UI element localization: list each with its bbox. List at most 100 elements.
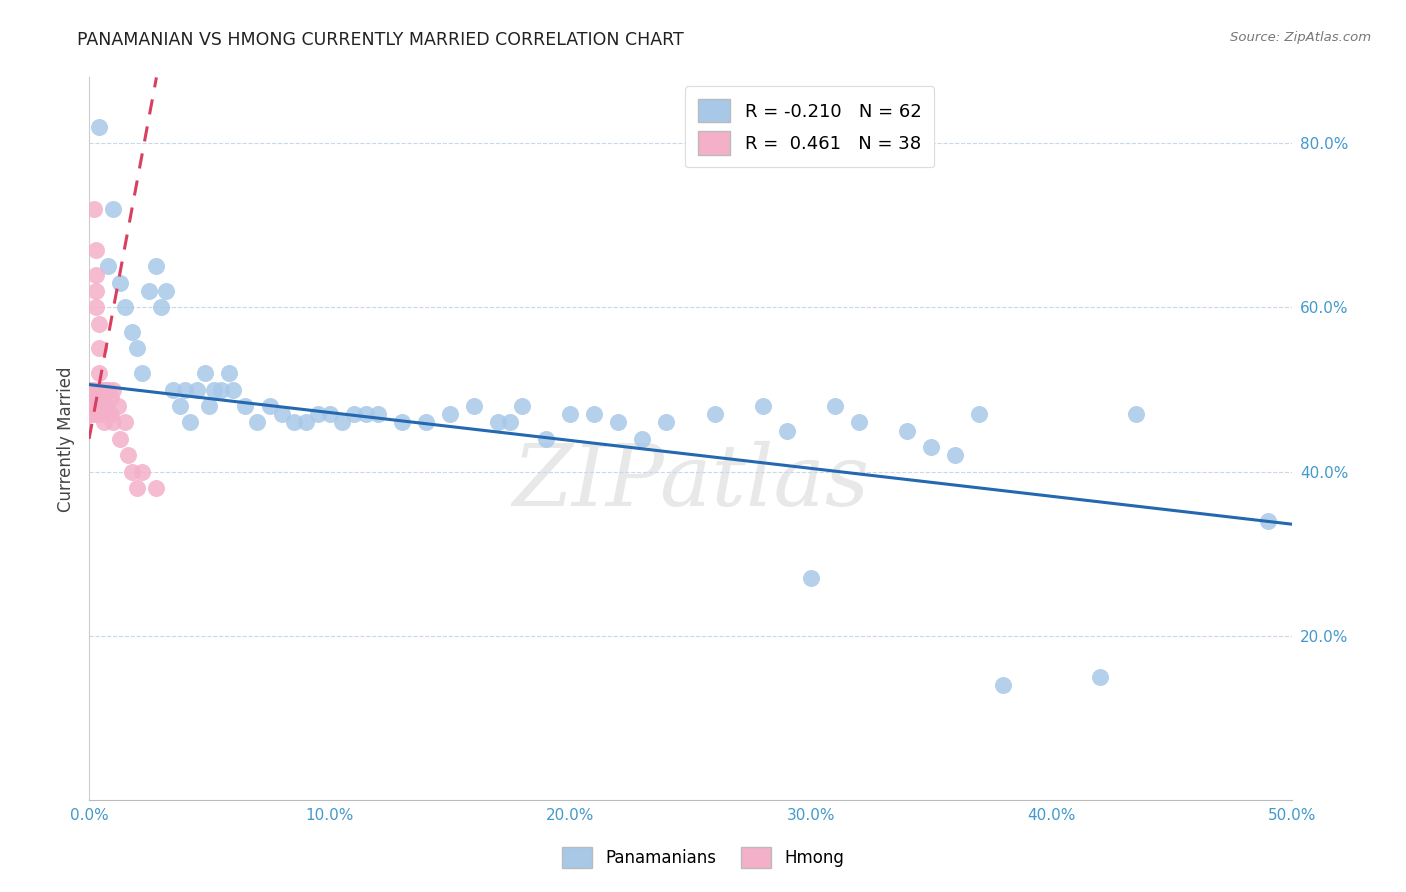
Point xyxy=(110,276,132,290)
Point xyxy=(90,383,112,397)
Point xyxy=(486,416,509,430)
Point xyxy=(101,202,124,216)
Point xyxy=(97,407,120,421)
Point xyxy=(655,416,678,430)
Point xyxy=(131,465,153,479)
Point xyxy=(560,407,582,421)
Legend: R = -0.210   N = 62, R =  0.461   N = 38: R = -0.210 N = 62, R = 0.461 N = 38 xyxy=(685,87,934,167)
Point xyxy=(198,399,221,413)
Point xyxy=(101,383,124,397)
Point xyxy=(583,407,606,421)
Text: PANAMANIAN VS HMONG CURRENTLY MARRIED CORRELATION CHART: PANAMANIAN VS HMONG CURRENTLY MARRIED CO… xyxy=(77,31,685,49)
Point xyxy=(246,416,269,430)
Point xyxy=(343,407,366,421)
Point xyxy=(235,399,257,413)
Point xyxy=(150,301,173,315)
Point xyxy=(87,366,110,380)
Point xyxy=(87,120,110,134)
Point xyxy=(97,383,120,397)
Point xyxy=(80,399,103,413)
Text: Source: ZipAtlas.com: Source: ZipAtlas.com xyxy=(1230,31,1371,45)
Point xyxy=(80,391,103,405)
Point xyxy=(87,317,110,331)
Point xyxy=(218,366,240,380)
Point xyxy=(896,424,918,438)
Point xyxy=(84,301,107,315)
Point xyxy=(463,399,485,413)
Point xyxy=(84,243,107,257)
Point xyxy=(259,399,281,413)
Point xyxy=(510,399,533,413)
Point xyxy=(294,416,316,430)
Point xyxy=(114,301,136,315)
Point xyxy=(80,407,103,421)
Point xyxy=(703,407,725,421)
Point xyxy=(193,366,215,380)
Point xyxy=(83,391,105,405)
Point xyxy=(391,416,413,430)
Point xyxy=(1125,407,1147,421)
Point xyxy=(84,284,107,298)
Point xyxy=(97,260,120,274)
Point xyxy=(186,383,208,397)
Point xyxy=(93,383,115,397)
Point xyxy=(93,416,115,430)
Y-axis label: Currently Married: Currently Married xyxy=(58,366,75,511)
Point xyxy=(943,448,966,462)
Point xyxy=(94,399,117,413)
Point xyxy=(993,678,1015,692)
Point xyxy=(1088,670,1111,684)
Point xyxy=(169,399,191,413)
Point xyxy=(83,399,105,413)
Point xyxy=(202,383,225,397)
Point xyxy=(162,383,184,397)
Point xyxy=(100,391,122,405)
Point xyxy=(101,416,124,430)
Point xyxy=(499,416,522,430)
Point xyxy=(354,407,377,421)
Point xyxy=(179,416,201,430)
Point xyxy=(83,202,105,216)
Point xyxy=(534,432,557,446)
Point xyxy=(114,416,136,430)
Point xyxy=(93,399,115,413)
Point xyxy=(80,383,103,397)
Point xyxy=(415,416,437,430)
Point xyxy=(967,407,990,421)
Point xyxy=(800,571,823,585)
Point xyxy=(110,432,132,446)
Point xyxy=(330,416,353,430)
Point xyxy=(824,399,846,413)
Point xyxy=(209,383,232,397)
Point xyxy=(83,383,105,397)
Point xyxy=(87,342,110,356)
Point xyxy=(94,383,117,397)
Point xyxy=(283,416,305,430)
Point xyxy=(127,342,149,356)
Point xyxy=(121,465,143,479)
Point xyxy=(631,432,654,446)
Text: ZIPatlas: ZIPatlas xyxy=(512,441,869,524)
Point xyxy=(848,416,870,430)
Point xyxy=(83,407,105,421)
Point xyxy=(84,268,107,282)
Point xyxy=(307,407,329,421)
Point xyxy=(100,407,122,421)
Point xyxy=(222,383,245,397)
Point xyxy=(138,284,160,298)
Point xyxy=(145,260,167,274)
Point xyxy=(174,383,197,397)
Point xyxy=(107,399,129,413)
Point xyxy=(439,407,461,421)
Point xyxy=(90,399,112,413)
Point xyxy=(121,325,143,339)
Point xyxy=(155,284,177,298)
Point xyxy=(318,407,340,421)
Point xyxy=(127,481,149,495)
Point xyxy=(920,440,942,454)
Point xyxy=(607,416,630,430)
Legend: Panamanians, Hmong: Panamanians, Hmong xyxy=(555,840,851,875)
Point xyxy=(776,424,799,438)
Point xyxy=(145,481,167,495)
Point xyxy=(751,399,773,413)
